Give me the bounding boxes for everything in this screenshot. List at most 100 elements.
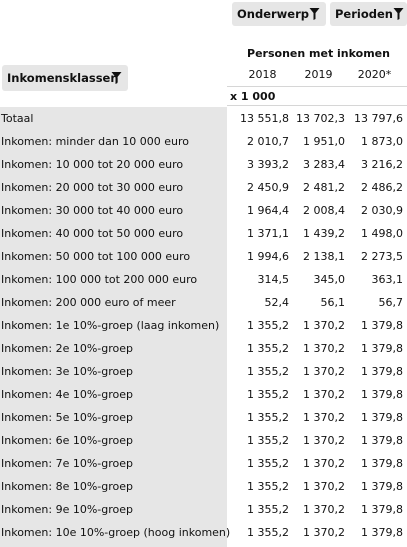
row-label[interactable]: Inkomen: 200 000 euro of meer <box>1 296 176 309</box>
table-cell: 52,4 <box>264 296 290 309</box>
column-header-title: Personen met inkomen <box>247 47 390 60</box>
table-cell: 56,1 <box>320 296 346 309</box>
row-label[interactable]: Inkomen: 40 000 tot 50 000 euro <box>1 227 184 240</box>
row-label[interactable]: Inkomen: 9e 10%-groep <box>1 503 134 516</box>
row-label[interactable]: Inkomen: 3e 10%-groep <box>1 365 134 378</box>
table-cell: 3 393,2 <box>247 158 289 171</box>
table-row: Inkomen: 1e 10%-groep (laag inkomen) 1 35… <box>0 314 407 337</box>
table-cell: 345,0 <box>313 273 346 286</box>
table-cell: 1 370,2 <box>303 526 345 539</box>
row-label[interactable]: Inkomen: 2e 10%-groep <box>1 342 134 355</box>
table-cell: 1 379,8 <box>361 319 403 332</box>
table-cell: 1 355,2 <box>247 503 289 516</box>
header-divider <box>227 86 407 87</box>
table-cell: 1 370,2 <box>303 457 345 470</box>
table-cell: 56,7 <box>378 296 404 309</box>
table-cell: 1 994,6 <box>247 250 289 263</box>
table-cell: 1 370,2 <box>303 365 345 378</box>
table-row: Inkomen: 6e 10%-groep 1 355,2 1 370,2 1 379… <box>0 429 407 452</box>
table-row: Totaal 13 551,8 13 702,3 13 797,6 <box>0 107 407 130</box>
table-cell: 1 370,2 <box>303 388 345 401</box>
row-label[interactable]: Inkomen: 6e 10%-groep <box>1 434 134 447</box>
row-label[interactable]: Inkomen: 5e 10%-groep <box>1 411 134 424</box>
table-cell: 13 797,6 <box>354 112 403 125</box>
onderwerp-label: Onderwerp <box>237 7 309 21</box>
filter-funnel-icon[interactable] <box>304 4 324 24</box>
table-cell: 2 138,1 <box>303 250 345 263</box>
inkomensklassen-filter[interactable]: Inkomensklassen <box>2 65 128 91</box>
table-cell: 2 030,9 <box>361 204 403 217</box>
table-cell: 1 379,8 <box>361 503 403 516</box>
year-header-row: 2018 2019 2020* <box>230 68 407 82</box>
table-cell: 2 481,2 <box>303 181 345 194</box>
table-cell: 1 371,1 <box>247 227 289 240</box>
row-label[interactable]: Inkomen: 10e 10%-groep (hoog inkomen) <box>1 526 231 539</box>
table-row: Inkomen: 9e 10%-groep 1 355,2 1 370,2 1 379… <box>0 498 407 521</box>
table-row: Inkomen: minder dan 10 000 euro 2 010,7 1 … <box>0 130 407 153</box>
row-label[interactable]: Inkomen: minder dan 10 000 euro <box>1 135 190 148</box>
table-cell: 2 273,5 <box>361 250 403 263</box>
table-row: Inkomen: 3e 10%-groep 1 355,2 1 370,2 1 379… <box>0 360 407 383</box>
table-cell: 1 355,2 <box>247 457 289 470</box>
table-row: Inkomen: 20 000 tot 30 000 euro 2 450,9 2 … <box>0 176 407 199</box>
data-table-body: Totaal 13 551,8 13 702,3 13 797,6 Inkomen: m… <box>0 107 407 544</box>
table-cell: 1 439,2 <box>303 227 345 240</box>
filter-funnel-icon[interactable] <box>106 68 126 88</box>
table-cell: 1 379,8 <box>361 457 403 470</box>
unit-label: x 1 000 <box>230 90 276 103</box>
table-cell: 1 379,8 <box>361 365 403 378</box>
table-cell: 1 355,2 <box>247 342 289 355</box>
table-cell: 1 355,2 <box>247 365 289 378</box>
year-header: 2020* <box>357 68 392 81</box>
year-header: 2019 <box>304 68 333 81</box>
table-row: Inkomen: 5e 10%-groep 1 355,2 1 370,2 1 379… <box>0 406 407 429</box>
table-row: Inkomen: 7e 10%-groep 1 355,2 1 370,2 1 379… <box>0 452 407 475</box>
table-row: Inkomen: 10 000 tot 20 000 euro 3 393,2 3 … <box>0 153 407 176</box>
year-header: 2018 <box>248 68 277 81</box>
table-row: Inkomen: 8e 10%-groep 1 355,2 1 370,2 1 379… <box>0 475 407 498</box>
row-label[interactable]: Inkomen: 1e 10%-groep (laag inkomen) <box>1 319 220 332</box>
table-row: Inkomen: 2e 10%-groep 1 355,2 1 370,2 1 379… <box>0 337 407 360</box>
table-cell: 1 355,2 <box>247 434 289 447</box>
row-label[interactable]: Totaal <box>1 112 34 125</box>
row-label[interactable]: Inkomen: 20 000 tot 30 000 euro <box>1 181 184 194</box>
inkomensklassen-label: Inkomensklassen <box>7 71 119 85</box>
header-divider <box>227 105 407 106</box>
table-row: Inkomen: 200 000 euro of meer 52,4 56,1 56,… <box>0 291 407 314</box>
table-cell: 1 370,2 <box>303 319 345 332</box>
table-row: Inkomen: 40 000 tot 50 000 euro 1 371,1 1 … <box>0 222 407 245</box>
table-cell: 1 379,8 <box>361 388 403 401</box>
table-cell: 363,1 <box>371 273 404 286</box>
table-cell: 2 486,2 <box>361 181 403 194</box>
table-cell: 1 355,2 <box>247 480 289 493</box>
row-label[interactable]: Inkomen: 50 000 tot 100 000 euro <box>1 250 191 263</box>
onderwerp-filter[interactable]: Onderwerp <box>232 2 326 26</box>
table-cell: 1 355,2 <box>247 411 289 424</box>
table-cell: 1 355,2 <box>247 388 289 401</box>
table-cell: 1 370,2 <box>303 503 345 516</box>
table-cell: 1 370,2 <box>303 480 345 493</box>
row-label[interactable]: Inkomen: 7e 10%-groep <box>1 457 134 470</box>
table-cell: 1 379,8 <box>361 434 403 447</box>
table-cell: 1 379,8 <box>361 411 403 424</box>
row-label[interactable]: Inkomen: 4e 10%-groep <box>1 388 134 401</box>
filter-funnel-icon[interactable] <box>388 4 407 24</box>
row-label[interactable]: Inkomen: 30 000 tot 40 000 euro <box>1 204 184 217</box>
table-cell: 13 702,3 <box>296 112 345 125</box>
row-label[interactable]: Inkomen: 100 000 tot 200 000 euro <box>1 273 198 286</box>
table-row: Inkomen: 4e 10%-groep 1 355,2 1 370,2 1 379… <box>0 383 407 406</box>
table-cell: 1 370,2 <box>303 411 345 424</box>
table-cell: 2 010,7 <box>247 135 289 148</box>
table-cell: 1 379,8 <box>361 480 403 493</box>
table-cell: 1 370,2 <box>303 342 345 355</box>
table-cell: 1 964,4 <box>247 204 289 217</box>
perioden-label: Perioden <box>335 7 393 21</box>
row-label[interactable]: Inkomen: 8e 10%-groep <box>1 480 134 493</box>
perioden-filter[interactable]: Perioden <box>330 2 407 26</box>
table-cell: 1 379,8 <box>361 526 403 539</box>
table-cell: 314,5 <box>257 273 290 286</box>
table-cell: 3 283,4 <box>303 158 345 171</box>
table-row: Inkomen: 50 000 tot 100 000 euro 1 994,6 2… <box>0 245 407 268</box>
row-label[interactable]: Inkomen: 10 000 tot 20 000 euro <box>1 158 184 171</box>
table-cell: 1 951,0 <box>303 135 345 148</box>
